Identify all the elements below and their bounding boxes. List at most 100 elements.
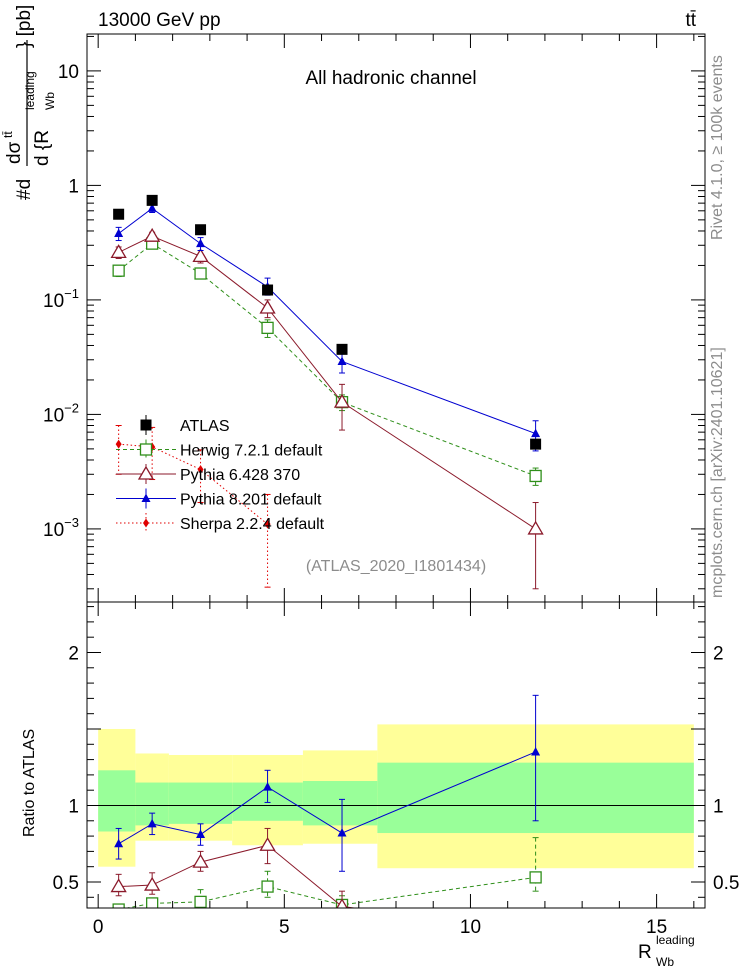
ratio-y-tick-label-right: 1 [713, 796, 724, 817]
legend-marker-atlas [140, 419, 152, 431]
svg-text:Wb: Wb [43, 92, 57, 110]
legend-label-herwig: Herwig 7.2.1 default [180, 443, 323, 460]
ratio-point-pythia6 [336, 898, 348, 908]
uncertainty-band-inner [168, 782, 233, 824]
legend-entry-pythia6: Pythia 6.428 370 [116, 464, 300, 484]
ratio-point-herwig [261, 880, 274, 893]
ratio-line-pythia6 [118, 844, 359, 908]
data-point-pythia6 [527, 520, 544, 535]
data-point-atlas [530, 438, 542, 450]
y-axis-title-den-sup: leading [23, 71, 37, 110]
y-tick-label: 1 [68, 176, 79, 197]
x-axis-title: R leading Wb [638, 933, 695, 969]
data-point-atlas [113, 208, 125, 220]
ratio-series-herwig [112, 837, 542, 908]
y-axis-title-den-sub: Wb [43, 92, 57, 110]
y-tick-label: 10 [58, 62, 79, 83]
ratio-point-herwig [112, 903, 125, 908]
data-point-sherpa [115, 439, 122, 449]
data-point-atlas [146, 194, 158, 206]
x-axis-title-sup: leading [656, 933, 695, 947]
legend-entry-pythia8: Pythia 8.201 default [116, 488, 322, 509]
ratio-point-pythia8 [114, 838, 124, 848]
rivet-version-label: Rivet 4.1.0, ≥ 100k events [709, 55, 726, 240]
series-atlas [113, 194, 542, 450]
x-axis-title-main: R [638, 942, 652, 963]
y-axis-title-suffix: } [pb] [14, 5, 35, 48]
ratio-point-pythia8 [196, 829, 206, 839]
ratio-point-sherpa [149, 952, 155, 961]
uncertainty-band-inner [302, 781, 378, 826]
legend-marker-sherpa [143, 518, 149, 528]
ratio-series-sherpa [116, 952, 271, 961]
data-point-pythia6 [192, 248, 209, 263]
x-tick-label: 15 [646, 917, 667, 938]
data-point-pythia8 [114, 228, 124, 238]
y-axis-title: #d dσ tt̄ d {R leading Wb } [pb] [1, 5, 57, 200]
ratio-point-pythia8 [147, 818, 157, 828]
svg-text:dσ: dσ [4, 141, 25, 164]
ratio-point-pythia6 [529, 924, 543, 936]
ratio-point-pythia8 [531, 746, 541, 756]
ratio-y-tick-label: 1 [68, 796, 79, 817]
y-axis-title-num-sup: tt̄ [1, 131, 15, 138]
data-point-pythia6 [144, 227, 161, 242]
ratio-line-herwig [124, 876, 536, 908]
legend-entry-herwig: Herwig 7.2.1 default [116, 439, 323, 460]
ratio-line-pythia8 [118, 751, 536, 845]
data-point-pythia8 [196, 238, 206, 248]
ratio-point-pythia8 [263, 782, 273, 791]
series-pythia8 [114, 203, 541, 452]
data-point-pythia8 [531, 428, 541, 438]
series-line-sherpa [118, 443, 268, 525]
data-point-atlas [336, 343, 348, 355]
ratio-y-axis-title: Ratio to ATLAS [21, 729, 38, 837]
ratio-y-tick-label-right: 2 [713, 643, 724, 664]
y-tick-label: 10−1 [43, 286, 79, 312]
analysis-id-label: (ATLAS_2020_I1801434) [306, 558, 486, 575]
x-tick-label: 0 [93, 917, 104, 938]
ratio-series-pythia6 [110, 827, 543, 936]
data-point-pythia8 [147, 203, 157, 212]
legend-label-pythia8: Pythia 8.201 default [180, 492, 322, 509]
legend-entry-atlas: ATLAS [140, 415, 230, 435]
legend-label-pythia6: Pythia 6.428 370 [180, 467, 300, 484]
ratio-point-sherpa [265, 952, 271, 961]
ratio-y-tick-label: 2 [68, 643, 79, 664]
legend-entry-sherpa: Sherpa 2.2.4 default [116, 513, 325, 533]
legend-label-atlas: ATLAS [180, 418, 230, 435]
data-point-pythia8 [337, 356, 347, 365]
ratio-point-pythia6 [110, 878, 127, 893]
data-point-sherpa [264, 519, 271, 529]
series-line-pythia6 [118, 235, 536, 530]
y-axis-title-num: dσ [4, 141, 25, 164]
ratio-y-tick-label-right: 0.5 [713, 873, 739, 894]
legend: ATLAS Herwig 7.2.1 default Pythia 6.428 37… [116, 415, 325, 533]
ratio-point-herwig [146, 897, 159, 908]
mcplots-label: mcplots.cern.ch [arXiv:2401.10621] [709, 347, 726, 598]
series-line-herwig [118, 243, 536, 477]
legend-label-sherpa: Sherpa 2.2.4 default [180, 516, 325, 533]
data-point-herwig [261, 321, 274, 335]
y-tick-label: 10−3 [43, 515, 79, 541]
svg-text:tt̄: tt̄ [1, 131, 15, 138]
legend-marker-pythia8 [141, 493, 151, 502]
ratio-y-tick-label: 0.5 [53, 873, 79, 894]
x-axis-title-sub: Wb [656, 955, 674, 969]
energy-label: 13000 GeV pp [98, 10, 221, 31]
y-axis-title-den: d {R [32, 130, 53, 166]
data-point-herwig [112, 264, 125, 277]
svg-text:leading: leading [23, 71, 37, 110]
ratio-point-herwig [529, 871, 542, 884]
ratio-point-pythia6 [144, 876, 161, 891]
data-point-sherpa [197, 465, 204, 475]
ratio-point-herwig [194, 895, 207, 908]
data-point-pythia6 [110, 244, 127, 259]
series-pythia6 [110, 227, 544, 590]
series-line-pythia8 [118, 207, 536, 435]
ratio-point-sherpa [116, 952, 122, 961]
data-point-pythia6 [333, 393, 351, 408]
legend-marker-pythia6 [137, 465, 155, 480]
ratio-point-pythia6 [259, 836, 276, 851]
x-tick-label: 5 [279, 917, 290, 938]
